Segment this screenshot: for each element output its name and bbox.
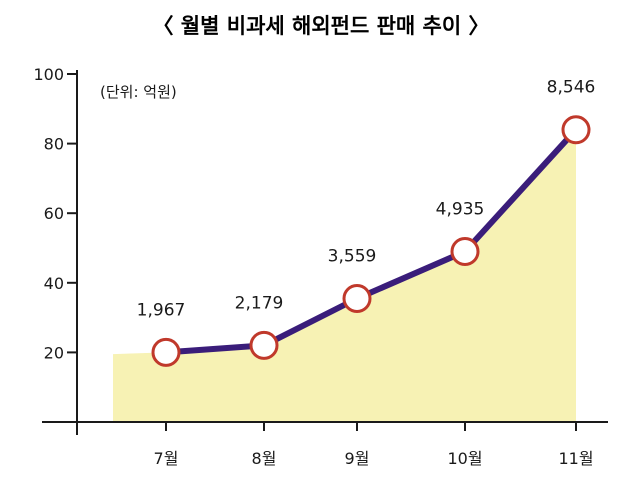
- y-tick-label: 80: [44, 135, 64, 154]
- area-layer: [113, 129, 576, 422]
- y-tick-label: 40: [44, 274, 64, 293]
- y-tick-label: 20: [44, 343, 64, 362]
- data-label: 1,967: [137, 300, 186, 320]
- axis-layer: 20 40 60 80 100 7월 8월 9월 10월 11월: [33, 65, 608, 468]
- data-label: 2,179: [235, 293, 284, 313]
- data-label: 3,559: [328, 247, 377, 267]
- area-fill: [113, 129, 576, 422]
- x-tick-label: 10월: [447, 449, 482, 468]
- data-point-marker: [249, 330, 279, 360]
- data-point-marker: [151, 337, 181, 367]
- x-tick-label: 9월: [345, 449, 370, 468]
- y-tick-label: 60: [44, 204, 64, 223]
- data-point-marker: [561, 115, 591, 145]
- data-point-marker: [450, 237, 480, 266]
- data-label: 4,935: [436, 200, 485, 220]
- x-tick-label: 7월: [154, 449, 179, 468]
- data-label: 8,546: [547, 78, 596, 98]
- label-layer: 1,967 2,179 3,559 4,935 8,546: [137, 78, 596, 321]
- y-tick-label: 100: [33, 65, 64, 84]
- data-point-marker: [342, 284, 372, 313]
- x-tick-label: 8월: [252, 449, 277, 468]
- marker-layer: [151, 115, 591, 367]
- unit-note: (단위: 억원): [100, 83, 177, 101]
- x-tick-label: 11월: [558, 449, 593, 468]
- chart-title: 〈 월별 비과세 해외펀드 판매 추이 〉: [152, 14, 489, 38]
